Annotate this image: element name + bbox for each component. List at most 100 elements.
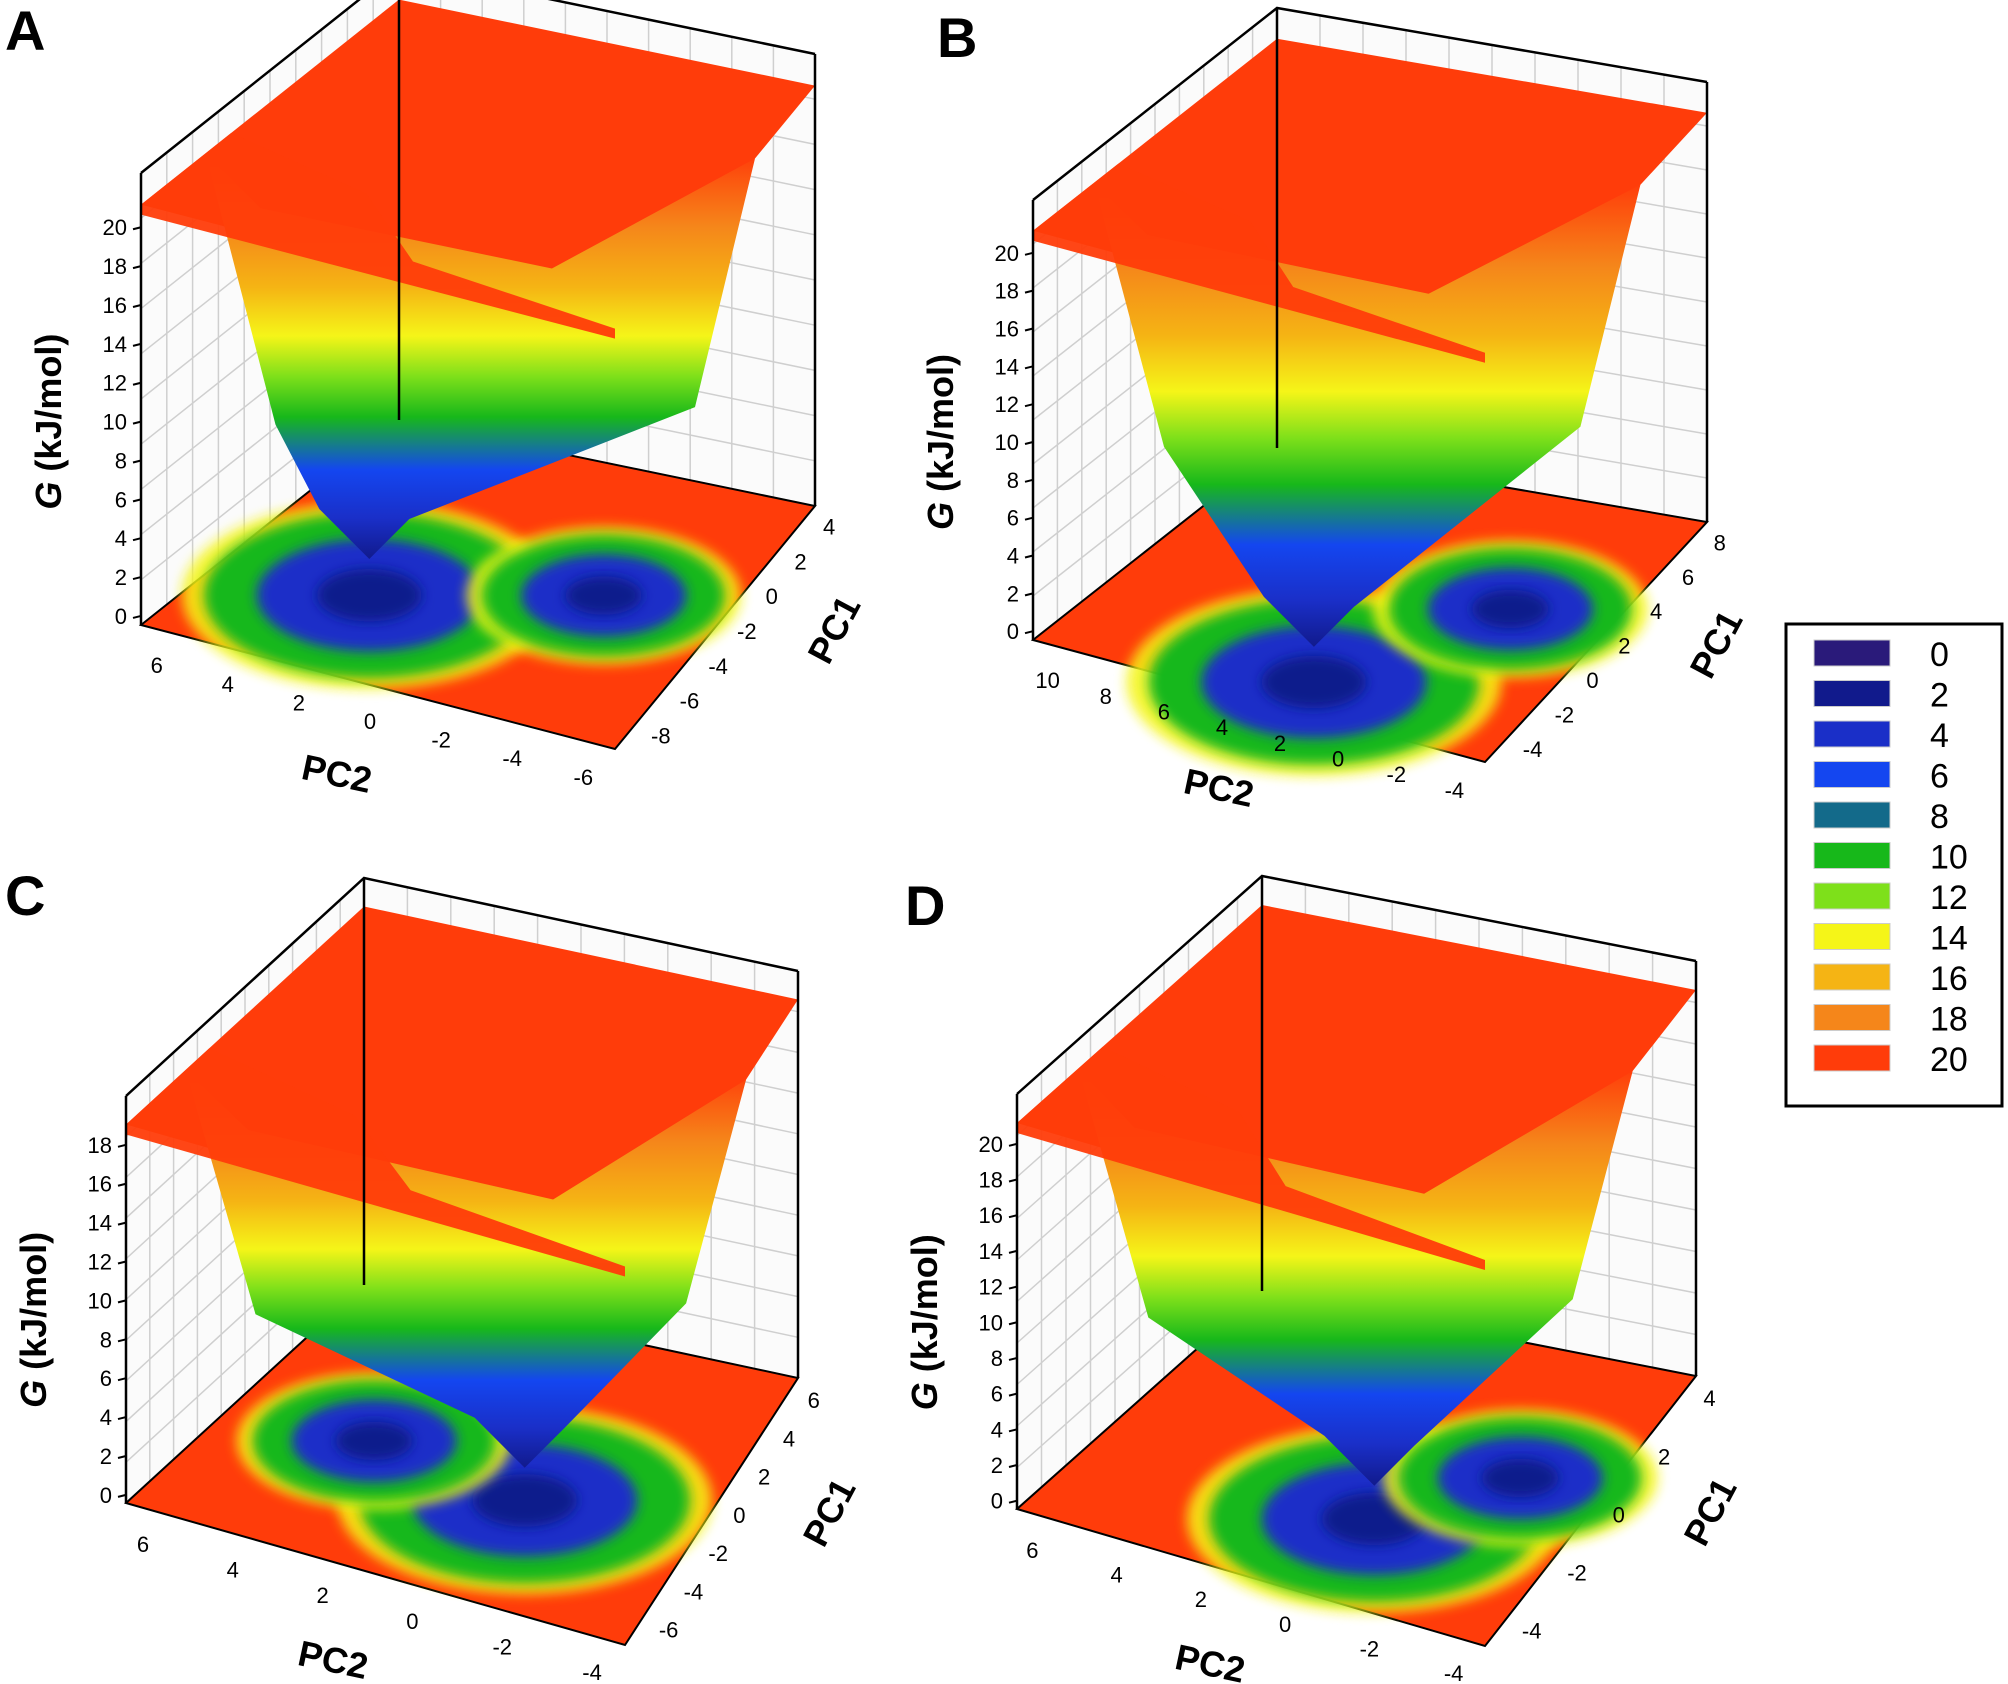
x-tick-label: 2 (316, 1583, 328, 1608)
z-tick-label: 14 (88, 1211, 112, 1236)
legend-swatch (1813, 963, 1891, 991)
x-tick-label: -2 (1387, 762, 1407, 787)
floor-basin-minimum (316, 568, 422, 622)
x-tick-label: 2 (293, 690, 305, 715)
y-tick-label: 4 (823, 515, 835, 540)
z-tick-mark (117, 1299, 127, 1304)
y-axis-title: PC1 (799, 589, 868, 670)
z-tick-label: 2 (1007, 581, 1019, 606)
z-tick-mark (1008, 1249, 1018, 1254)
z-tick-mark (1024, 592, 1034, 597)
legend-label: 12 (1930, 879, 1968, 917)
x-axis-title: PC2 (1172, 1636, 1249, 1684)
legend-swatch (1813, 923, 1891, 950)
z-tick-mark (117, 1493, 127, 1498)
z-axis-title: G (kJ/mol) (904, 1234, 945, 1410)
y-tick-label: -4 (1523, 737, 1543, 762)
y-tick-label: 2 (794, 549, 806, 574)
surface-front-shelf (126, 1048, 625, 1277)
surface-funnel (1094, 182, 1641, 647)
surface-front-shelf (1033, 163, 1485, 363)
z-axis-title: G (kJ/mol) (13, 1232, 54, 1408)
z-tick-label: 16 (995, 316, 1019, 341)
legend-swatch (1813, 680, 1891, 707)
legend-swatch (1813, 639, 1891, 667)
x-tick-label: 6 (1026, 1538, 1038, 1563)
z-tick-label: 12 (995, 392, 1019, 417)
z-tick-mark (1008, 1356, 1018, 1361)
z-tick-mark (1024, 516, 1034, 521)
z-tick-mark (132, 265, 142, 270)
x-tick-label: 0 (406, 1609, 418, 1634)
box-top-edge (140, 0, 816, 174)
z-tick-label: 18 (88, 1133, 112, 1158)
z-tick-label: 10 (103, 410, 127, 435)
x-tick-label: 4 (1216, 715, 1228, 740)
surface-front-shelf (1017, 1046, 1485, 1270)
x-tick-label: 0 (364, 709, 376, 734)
z-tick-label: 10 (88, 1288, 112, 1313)
z-tick-label: 12 (979, 1275, 1003, 1300)
y-tick-label: -2 (1567, 1560, 1587, 1585)
z-tick-label: 0 (100, 1483, 112, 1508)
y-tick-label: 2 (1618, 634, 1630, 659)
z-tick-mark (1008, 1392, 1018, 1397)
z-tick-label: 8 (115, 448, 127, 473)
z-tick-label: 6 (115, 487, 127, 512)
x-tick-label: 2 (1195, 1587, 1207, 1612)
z-tick-mark (117, 1454, 127, 1459)
x-axis-title: PC2 (295, 1632, 372, 1684)
z-tick-mark (132, 226, 142, 231)
z-tick-mark (1024, 478, 1034, 483)
z-tick-mark (117, 1338, 127, 1343)
x-tick-label: 4 (1111, 1563, 1123, 1588)
legend-label: 10 (1930, 839, 1968, 877)
z-tick-mark (1024, 554, 1034, 559)
panel-label: C (5, 864, 45, 927)
z-tick-label: 4 (100, 1405, 112, 1430)
legend-label: 8 (1930, 798, 1949, 836)
legend-swatch (1813, 720, 1891, 748)
z-tick-mark (117, 1377, 127, 1382)
legend-swatch (1813, 882, 1891, 910)
y-tick-label: -4 (708, 654, 728, 679)
z-tick-label: 14 (995, 354, 1019, 379)
x-tick-label: 10 (1035, 668, 1059, 693)
z-tick-label: 0 (1007, 619, 1019, 644)
z-tick-label: 18 (995, 279, 1019, 304)
z-tick-mark (1024, 251, 1034, 256)
z-tick-label: 4 (1007, 544, 1019, 569)
legend-swatch (1813, 761, 1891, 788)
z-tick-label: 8 (100, 1327, 112, 1352)
x-tick-label: 0 (1332, 747, 1344, 772)
legend-swatch (1813, 801, 1891, 829)
x-tick-label: -6 (574, 765, 594, 790)
z-tick-mark (117, 1416, 127, 1421)
z-tick-mark (117, 1143, 127, 1148)
floor-basin-minimum (565, 576, 643, 615)
z-tick-label: 0 (115, 604, 127, 629)
y-tick-label: -4 (684, 1579, 704, 1604)
y-tick-label: -6 (659, 1618, 679, 1643)
z-tick-mark (1008, 1499, 1018, 1504)
z-tick-mark (132, 576, 142, 581)
z-tick-label: 8 (991, 1346, 1003, 1371)
z-axis-title: G (kJ/mol) (920, 354, 961, 530)
z-tick-label: 16 (979, 1203, 1003, 1228)
z-tick-mark (132, 304, 142, 308)
y-tick-label: 0 (766, 584, 778, 609)
z-tick-mark (132, 498, 142, 503)
z-tick-mark (132, 342, 142, 347)
x-tick-label: 0 (1279, 1612, 1291, 1637)
y-tick-label: 2 (1658, 1444, 1670, 1469)
x-tick-label: 4 (222, 672, 234, 697)
panel-label: B (937, 6, 977, 69)
y-tick-label: 4 (783, 1426, 795, 1451)
y-tick-label: -6 (680, 689, 700, 714)
legend-label: 0 (1930, 636, 1949, 674)
x-tick-label: -2 (1360, 1636, 1380, 1661)
x-tick-label: -2 (492, 1634, 512, 1659)
z-tick-mark (1008, 1142, 1018, 1147)
floor-basin-minimum (1481, 1458, 1559, 1498)
